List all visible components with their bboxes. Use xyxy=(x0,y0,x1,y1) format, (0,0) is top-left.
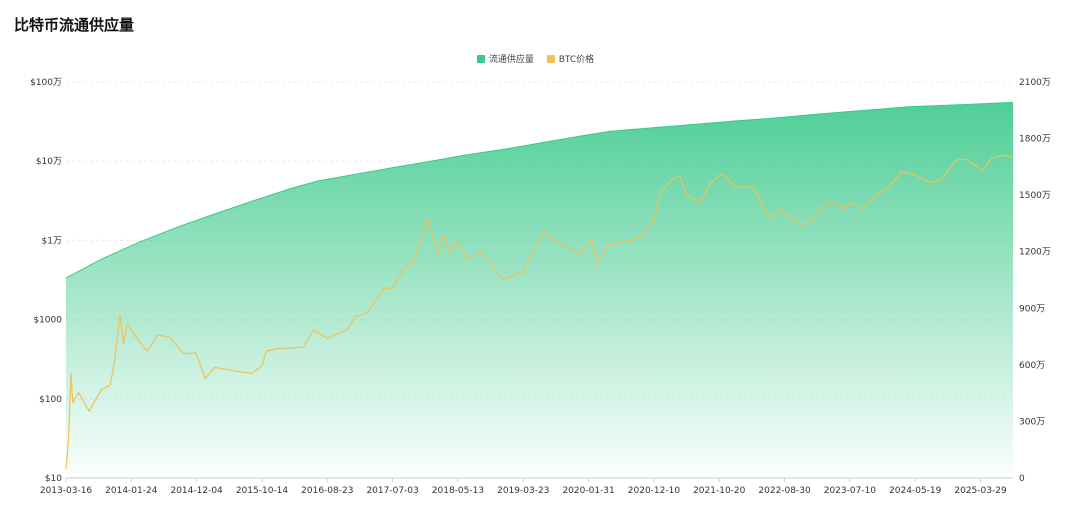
btc-price-line xyxy=(65,154,1014,470)
legend-item-supply[interactable]: 流通供应量 xyxy=(476,52,534,65)
left-axis-tick: $100万 xyxy=(30,78,62,88)
legend-swatch-supply xyxy=(476,54,485,63)
x-axis-tick: 2021-10-20 xyxy=(693,486,746,496)
x-axis-tick: 2016-08-23 xyxy=(301,486,353,496)
legend-label-supply: 流通供应量 xyxy=(488,55,534,65)
x-axis-tick: 2023-07-10 xyxy=(824,486,877,496)
right-axis-tick: 1800万 xyxy=(1019,135,1051,145)
x-axis-tick: 2025-03-29 xyxy=(954,486,1007,496)
right-axis-tick: 1200万 xyxy=(1019,248,1051,258)
x-axis-tick: 2019-03-23 xyxy=(497,486,549,496)
x-axis-tick: 2014-01-24 xyxy=(105,486,158,496)
x-axis-tick: 2017-07-03 xyxy=(366,486,418,496)
x-axis-tick: 2024-05-19 xyxy=(889,486,942,496)
supply-line xyxy=(65,101,1014,279)
legend-label-price: BTC价格 xyxy=(558,55,595,65)
x-axis-tick: 2014-12-04 xyxy=(170,486,223,496)
legend-item-price[interactable]: BTC价格 xyxy=(546,52,595,65)
right-axis-tick: 1500万 xyxy=(1019,191,1051,201)
left-axis-tick: $1万 xyxy=(42,236,62,246)
right-axis-tick: 2100万 xyxy=(1019,78,1051,88)
left-axis-tick: $100 xyxy=(39,395,62,405)
x-axis-tick: 2013-03-16 xyxy=(40,486,93,496)
x-axis-tick: 2015-10-14 xyxy=(236,486,289,496)
x-axis-tick: 2018-05-13 xyxy=(432,486,484,496)
chart-title: 比特币流通供应量 xyxy=(14,16,135,34)
x-axis-tick: 2020-01-31 xyxy=(562,486,614,496)
x-axis-tick: 2020-12-10 xyxy=(628,486,681,496)
right-axis-tick: 300万 xyxy=(1019,417,1045,427)
right-axis-tick: 900万 xyxy=(1019,304,1045,314)
left-axis-tick: $10 xyxy=(45,474,62,484)
supply-area xyxy=(66,102,1013,479)
right-axis-tick: 0 xyxy=(1019,474,1025,484)
legend-swatch-price xyxy=(546,54,555,63)
right-axis-tick: 600万 xyxy=(1019,361,1045,371)
x-axis-tick: 2022-08-30 xyxy=(758,486,811,496)
left-axis-tick: $1000 xyxy=(33,316,62,326)
chart-legend: 流通供应量 BTC价格 xyxy=(0,52,1071,66)
left-axis-tick: $10万 xyxy=(36,157,62,167)
